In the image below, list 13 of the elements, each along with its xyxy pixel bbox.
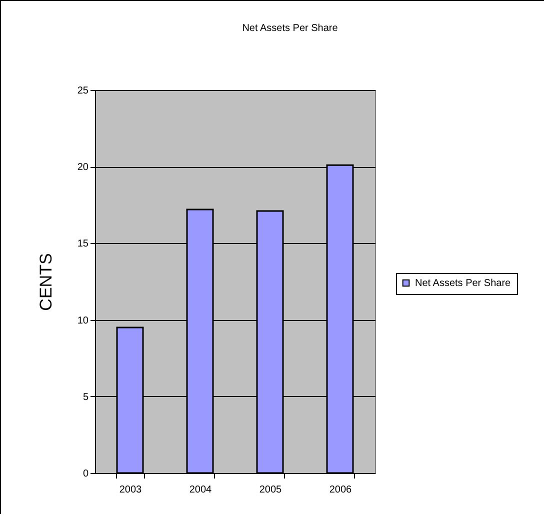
y-tick-label: 0 <box>82 468 89 480</box>
y-tick-label: 25 <box>77 86 89 96</box>
y-tick-label: 10 <box>77 315 89 326</box>
x-tick-label: 2006 <box>329 484 352 496</box>
y-tick-label: 20 <box>77 162 89 174</box>
x-tick-label: 2005 <box>259 484 282 496</box>
x-tick-label: 2003 <box>119 484 142 496</box>
y-tick-label: 5 <box>82 392 89 403</box>
legend-label: Net Assets Per Share <box>415 278 512 289</box>
y-tick-label: 15 <box>77 238 89 250</box>
y-axis-title: CENTS <box>36 253 56 311</box>
x-tick-label: 2004 <box>189 484 212 496</box>
chart-title: Net Assets Per Share <box>242 23 338 34</box>
